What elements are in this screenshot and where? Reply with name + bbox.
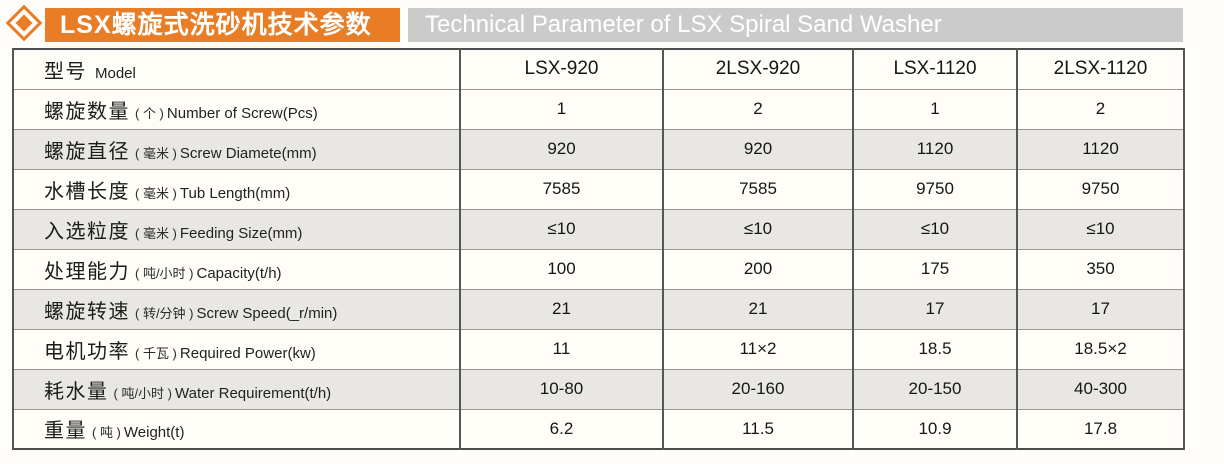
row-label-en: Feeding Size(mm) [179,224,303,242]
row-label-zh: 螺旋数量 [44,100,130,123]
page-title-en: Technical Parameter of LSX Spiral Sand W… [425,11,942,38]
row-label-cell: 螺旋直径 ( 毫米 ) Screw Diamete(mm) [12,128,461,170]
model-name-cell: 2LSX-1120 [1016,48,1185,90]
row-label-paren: ( 转/分钟 ) [135,305,194,321]
row-label-zh: 处理能力 [44,260,130,283]
row-label-zh: 水槽长度 [44,180,130,203]
spec-value-cell: 100 [459,248,664,290]
row-label-zh: 电机功率 [44,340,130,363]
row-label-en: Screw Diamete(mm) [179,144,317,162]
spec-value-cell: 21 [662,288,854,330]
row-label-cell: 耗水量( 吨/小时 ) Water Requirement(t/h) [12,368,461,410]
diamond-icon [5,4,43,42]
model-name-cell: LSX-1120 [852,48,1018,90]
row-label-cell: 螺旋数量 ( 个 ) Number of Screw(Pcs) [12,88,461,130]
table-row: 耗水量( 吨/小时 ) Water Requirement(t/h) 10-80 20… [12,368,1185,410]
spec-value-cell: 7585 [459,168,664,210]
row-label-paren: ( 毫米 ) [135,225,177,241]
row-label-cell: 电机功率 ( 千瓦 ) Required Power(kw) [12,328,461,370]
spec-value-cell: ≤10 [1016,208,1185,250]
spec-value-cell: 21 [459,288,664,330]
row-label-zh: 耗水量 [44,380,109,403]
row-label-cell: 入选粒度 ( 毫米 ) Feeding Size(mm) [12,208,461,250]
row-label-paren: ( 吨/小时 ) [135,265,194,281]
row-label-zh: 重量 [44,420,87,443]
row-label-en: Capacity(t/h) [196,264,282,282]
title-banner-zh: LSX螺旋式洗砂机技术参数 [45,8,400,42]
table-row: 电机功率 ( 千瓦 ) Required Power(kw) 11 11×2 18.5 18… [12,328,1185,370]
row-label-paren: ( 个 ) [135,105,164,121]
row-label-cell: 处理能力 ( 吨/小时 ) Capacity(t/h) [12,248,461,290]
spec-value-cell: 40-300 [1016,368,1185,410]
row-label-cell: 水槽长度 ( 毫米 ) Tub Length(mm) [12,168,461,210]
row-label-zh: 螺旋直径 [44,140,130,163]
row-label-zh: 螺旋转速 [44,300,130,323]
spec-value-cell: 17.8 [1016,408,1185,450]
table-row: 型号 Model LSX-920 2LSX-920 LSX-1120 2LSX-1120 [12,48,1185,90]
spec-value-cell: 9750 [852,168,1018,210]
spec-value-cell: 1 [852,88,1018,130]
spec-value-cell: 17 [852,288,1018,330]
table-row: 螺旋转速( 转/分钟 ) Screw Speed(_r/min) 21 21 17 17 [12,288,1185,330]
spec-value-cell: ≤10 [459,208,664,250]
spec-value-cell: 6.2 [459,408,664,450]
spec-value-cell: 350 [1016,248,1185,290]
spec-value-cell: 920 [459,128,664,170]
spec-value-cell: 2 [662,88,854,130]
row-label-en: Weight(t) [123,424,185,442]
table-row: 水槽长度( 毫米 ) Tub Length(mm) 7585 7585 9750 9750 [12,168,1185,210]
spec-value-cell: 10.9 [852,408,1018,450]
spec-value-cell: 11.5 [662,408,854,450]
spec-value-cell: 1120 [1016,128,1185,170]
row-label-en: Model [95,64,136,82]
spec-value-cell: 920 [662,128,854,170]
spec-value-cell: 1 [459,88,664,130]
spec-value-cell: ≤10 [852,208,1018,250]
row-label-paren: ( 毫米 ) [135,145,177,161]
spec-value-cell: 18.5 [852,328,1018,370]
row-label-zh: 型号 [44,60,87,83]
row-label-paren: ( 千瓦 ) [135,345,177,361]
row-label-zh: 入选粒度 [44,220,130,243]
spec-value-cell: 20-150 [852,368,1018,410]
table-row: 入选粒度( 毫米 ) Feeding Size(mm) ≤10 ≤10 ≤10 ≤10 [12,208,1185,250]
title-banner-en: Technical Parameter of LSX Spiral Sand W… [408,8,1183,42]
spec-value-cell: ≤10 [662,208,854,250]
spec-value-cell: 175 [852,248,1018,290]
page-title-zh: LSX螺旋式洗砂机技术参数 [60,11,372,39]
row-label-en: Tub Length(mm) [179,184,291,202]
spec-value-cell: 17 [1016,288,1185,330]
table-row: 重量 ( 吨 ) Weight(t) 6.2 11.5 10.9 17.8 [12,408,1185,450]
model-name-cell: 2LSX-920 [662,48,854,90]
table-row: 螺旋数量( 个 ) Number of Screw(Pcs) 1 2 1 2 [12,88,1185,130]
table-row: 螺旋直径( 毫米 ) Screw Diamete(mm) 920 920 1120 112… [12,128,1185,170]
row-label-paren: ( 毫米 ) [135,185,177,201]
row-label-en: Number of Screw(Pcs) [166,104,318,122]
spec-value-cell: 7585 [662,168,854,210]
row-label-paren: ( 吨/小时 ) [113,385,173,401]
row-label-en: Required Power(kw) [179,344,316,362]
table-row: 处理能力 ( 吨/小时 ) Capacity(t/h) 100 200 175 350 [12,248,1185,290]
technical-parameter-table: 型号 Model LSX-920 2LSX-920 LSX-1120 2LSX-1120 螺… [12,48,1185,450]
spec-value-cell: 200 [662,248,854,290]
row-label-cell: 螺旋转速 ( 转/分钟 ) Screw Speed(_r/min) [12,288,461,330]
spec-value-cell: 1120 [852,128,1018,170]
spec-value-cell: 11×2 [662,328,854,370]
model-name-cell: LSX-920 [459,48,664,90]
spec-value-cell: 10-80 [459,368,664,410]
spec-value-cell: 20-160 [662,368,854,410]
diamond-icon-fill [15,14,33,32]
row-label-en: Screw Speed(_r/min) [196,304,338,322]
spec-value-cell: 11 [459,328,664,370]
row-label-paren: ( 吨 ) [92,425,121,441]
spec-value-cell: 18.5×2 [1016,328,1185,370]
spec-value-cell: 9750 [1016,168,1185,210]
row-label-cell: 型号 Model [12,48,461,90]
spec-value-cell: 2 [1016,88,1185,130]
row-label-cell: 重量 ( 吨 ) Weight(t) [12,408,461,450]
row-label-en: Water Requirement(t/h) [175,384,332,402]
